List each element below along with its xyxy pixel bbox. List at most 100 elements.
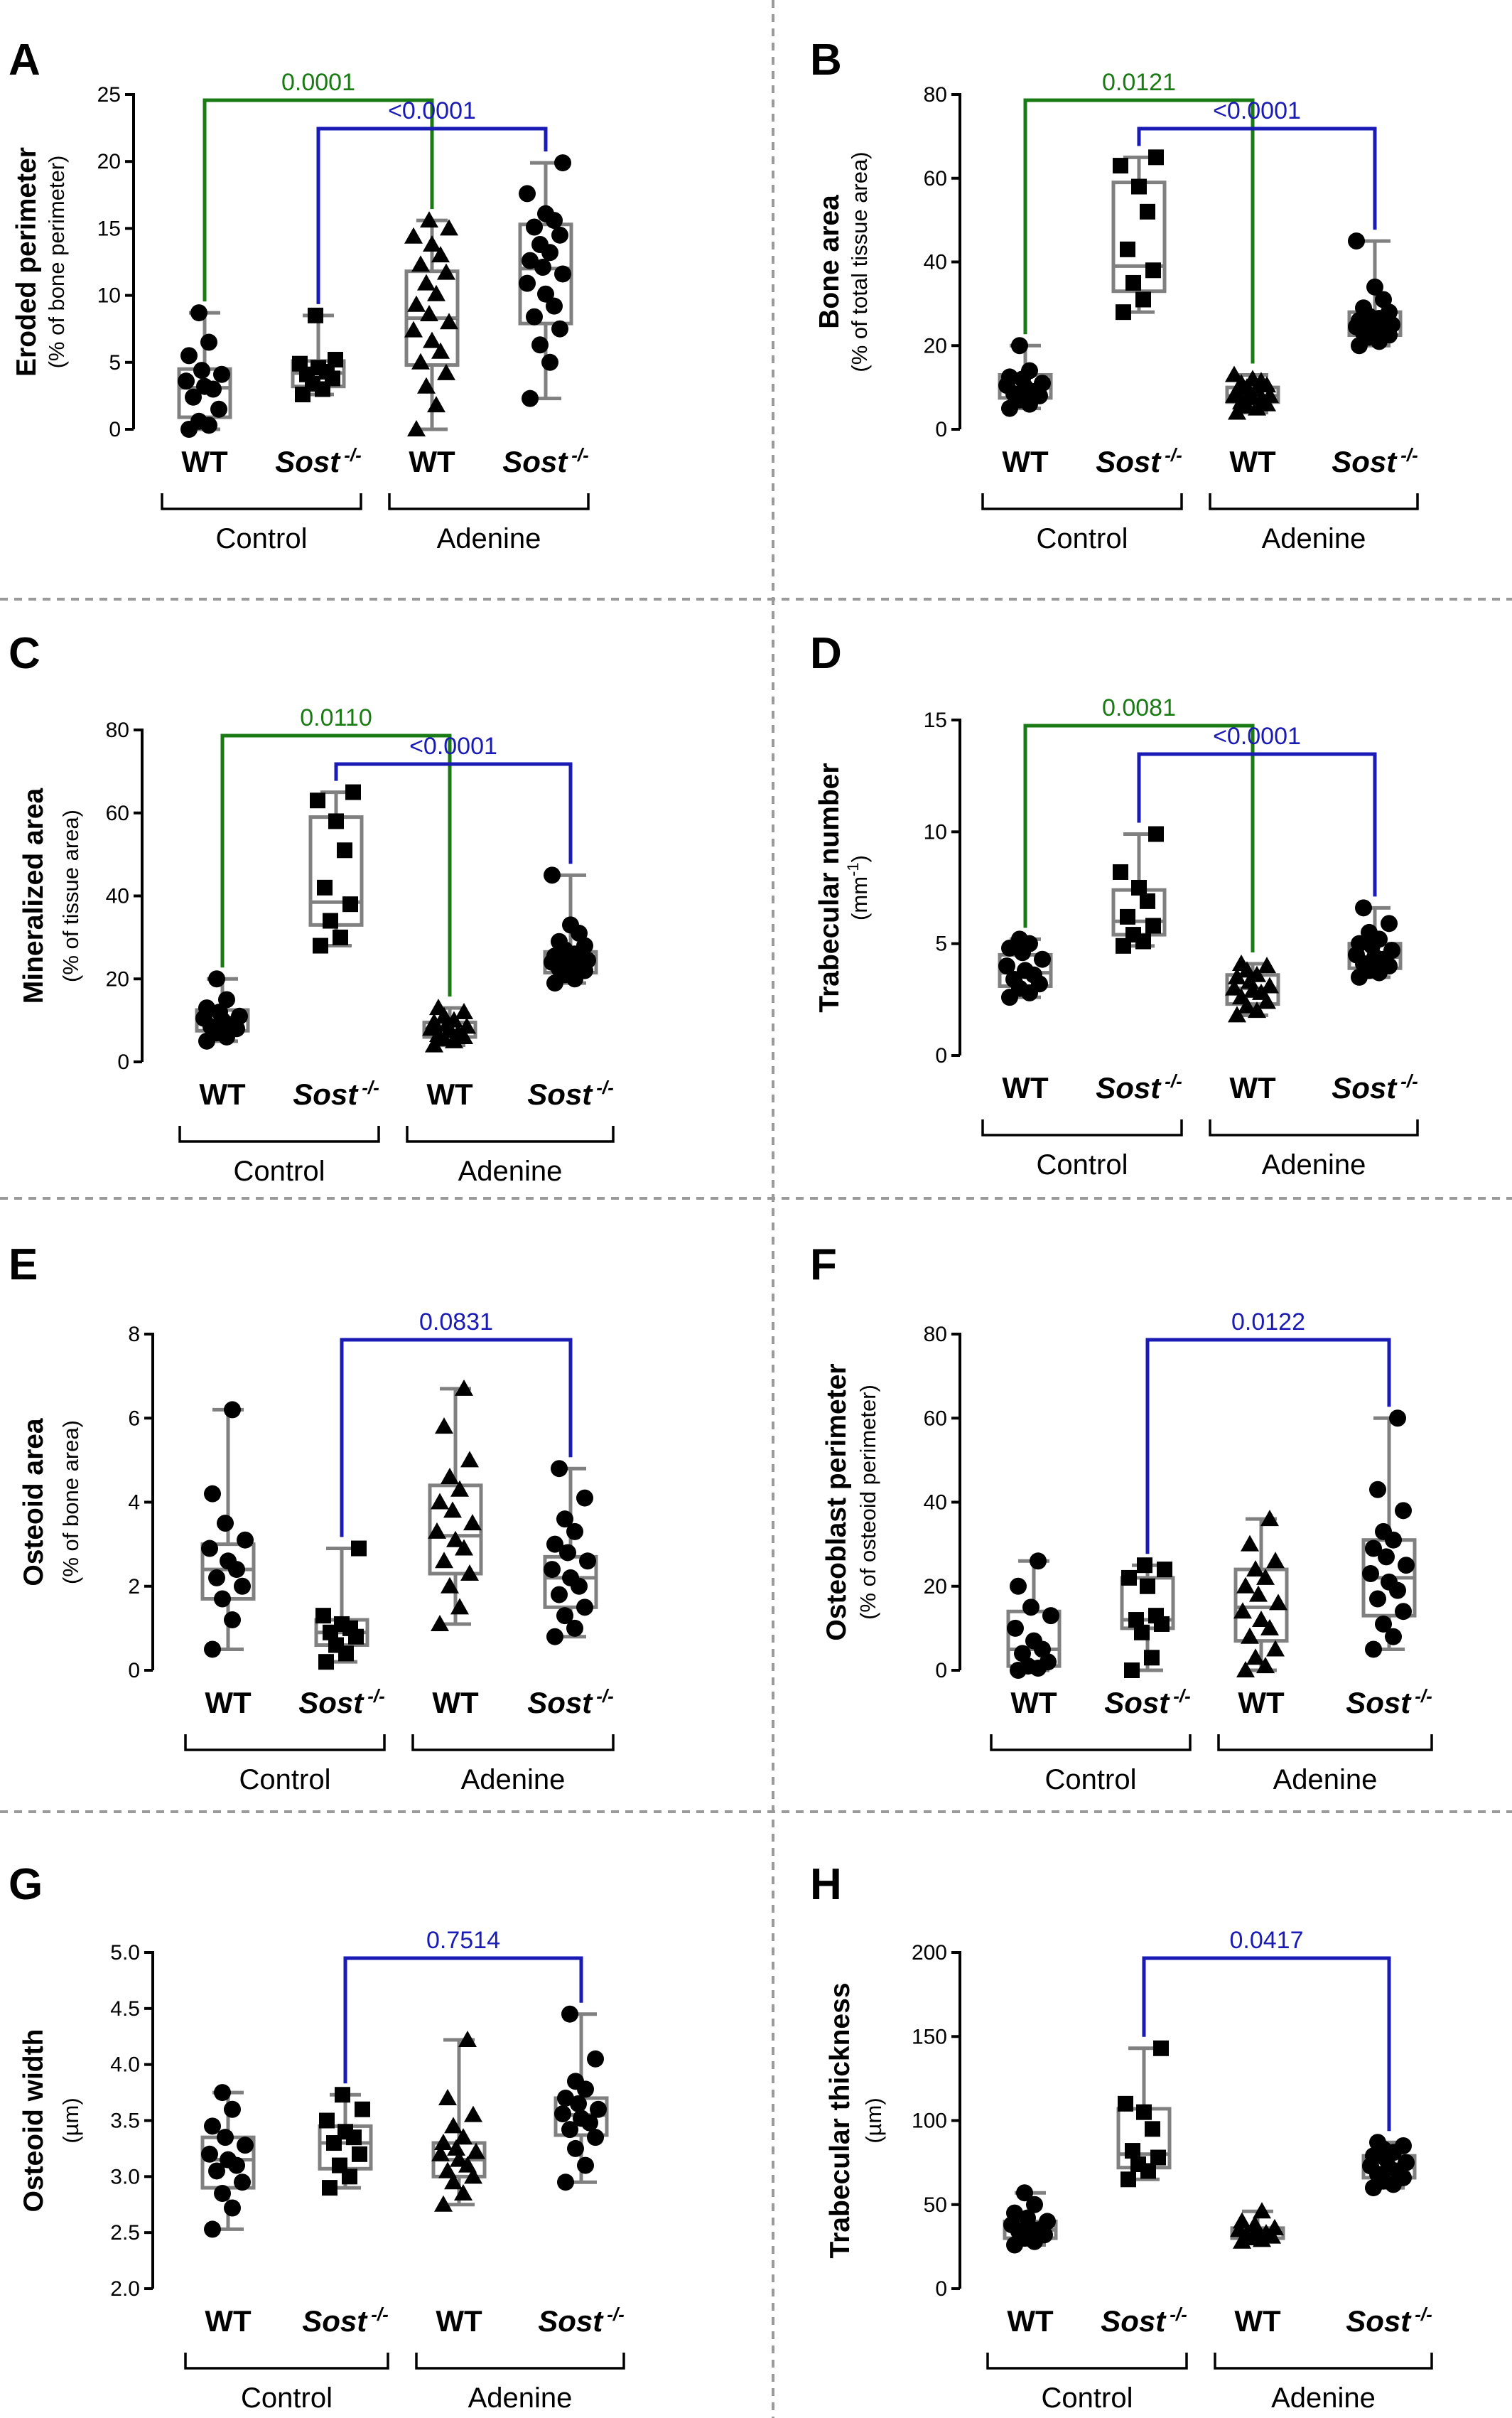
data-point [1258, 957, 1276, 974]
data-point [1256, 1657, 1275, 1674]
data-point [345, 784, 361, 800]
data-point [1026, 2196, 1043, 2213]
data-point [322, 2180, 338, 2196]
data-point [526, 218, 543, 236]
group-label: Adenine [468, 2382, 573, 2414]
y-axis-title: Eroded perimeter [11, 147, 42, 377]
y-tick-label: 10 [924, 820, 947, 844]
data-point [1006, 2204, 1023, 2222]
data-point [237, 2137, 254, 2154]
y-tick-label: 50 [924, 2193, 947, 2217]
x-category-label: WT [432, 1686, 479, 1719]
data-point [1253, 2202, 1271, 2219]
series-2 [1120, 1557, 1175, 1678]
series-1 [200, 2084, 256, 2238]
group-bracket [1217, 1734, 1433, 1751]
series-2 [318, 2087, 373, 2196]
data-point [200, 333, 217, 351]
panel-d: D Trabecular number (mm-1) 0 5 10 15 WT Sost -/- W… [810, 629, 1419, 1181]
data-point [573, 2110, 590, 2127]
series-2 [314, 1540, 369, 1670]
data-point [1248, 965, 1266, 982]
x-category-label: Sost -/- [1332, 1070, 1418, 1105]
data-point [437, 263, 455, 280]
data-point [417, 274, 436, 291]
data-point [308, 307, 323, 323]
data-point [1351, 935, 1368, 952]
x-category-label: Sost -/- [275, 444, 362, 478]
data-point [1148, 1608, 1164, 1624]
data-point [1381, 915, 1398, 933]
y-axis-title: Mineralized area [18, 788, 49, 1004]
data-point [441, 1576, 459, 1594]
data-point [1246, 1560, 1265, 1577]
data-point [208, 2162, 225, 2180]
data-point [217, 2129, 234, 2146]
data-point [561, 2121, 578, 2139]
data-point [411, 353, 430, 370]
data-point [423, 331, 441, 348]
data-point [1140, 893, 1155, 909]
data-point [434, 2195, 453, 2212]
y-tick-label: 15 [924, 709, 947, 732]
x-category-label: Sost -/- [502, 444, 589, 478]
data-point [590, 2100, 607, 2118]
series-2 [1111, 826, 1167, 954]
data-point [454, 2128, 472, 2145]
panel-e: E Osteoid area (% of bone area) 0 2 4 6 8 WT Sost… [9, 1240, 615, 1795]
data-point [1148, 149, 1164, 166]
data-point [559, 1544, 576, 1562]
significance-bracket [1137, 127, 1377, 230]
x-category-label: Sost -/- [538, 2304, 625, 2338]
panels: A Eroded perimeter (% of bone perimeter) 0 5… [9, 36, 1433, 2414]
data-point [1145, 2121, 1160, 2137]
y-axis-title: Osteoid width [18, 2029, 49, 2213]
group-bracket [1214, 2353, 1433, 2370]
group-bracket [415, 2353, 625, 2370]
data-point [1375, 1615, 1392, 1633]
panel-letter: A [9, 36, 40, 85]
series-1 [200, 1401, 256, 1658]
y-tick-label: 3.0 [110, 2165, 140, 2188]
data-point [1246, 1648, 1265, 1665]
data-point [213, 365, 230, 383]
p-value-label: 0.0110 [300, 704, 372, 731]
data-point [1001, 368, 1018, 386]
data-point [551, 933, 568, 950]
group-label: Adenine [1271, 2382, 1376, 2414]
data-point [328, 1637, 344, 1653]
data-point [522, 389, 539, 407]
data-point [435, 1417, 453, 1434]
series-1 [1003, 2184, 1058, 2254]
data-point [447, 2139, 465, 2156]
data-point [1395, 1502, 1412, 1520]
y-tick-label: 20 [106, 967, 129, 991]
y-tick-label: 60 [106, 802, 129, 825]
data-point [1228, 1006, 1246, 1023]
data-point [1366, 278, 1383, 296]
data-point [1256, 1568, 1275, 1585]
data-point [544, 866, 561, 884]
series-3 [1225, 365, 1280, 420]
data-point [224, 1401, 241, 1419]
y-tick-label: 2.0 [110, 2277, 140, 2301]
data-point [567, 2073, 584, 2090]
p-value-label: <0.0001 [388, 97, 476, 124]
x-category-label: Sost -/- [1096, 1070, 1182, 1105]
data-point [1385, 1628, 1402, 1645]
series-4 [554, 2005, 609, 2191]
data-point [450, 2150, 468, 2167]
x-category-label: Sost -/- [298, 1685, 385, 1719]
data-point [1025, 1632, 1042, 1650]
panel-letter: H [810, 1860, 842, 1909]
group-label: Adenine [1273, 1764, 1378, 1795]
y-tick-label: 2.5 [110, 2221, 140, 2245]
x-category-label: WT [436, 2304, 482, 2338]
data-point [1030, 1552, 1047, 1570]
data-point [438, 2161, 457, 2178]
y-tick-label: 5.0 [110, 1941, 140, 1965]
y-tick-label: 25 [97, 83, 121, 107]
x-category-label: Sost -/- [527, 1077, 614, 1111]
series-1 [998, 930, 1053, 1006]
